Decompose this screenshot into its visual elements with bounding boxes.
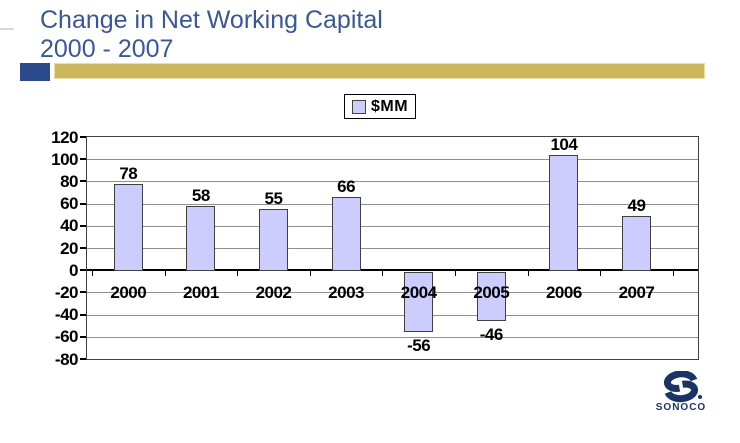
bar-value-label: 55 xyxy=(264,189,283,209)
title-divider-gold-bar xyxy=(54,63,705,79)
y-axis-label: 60 xyxy=(60,194,78,214)
legend-swatch xyxy=(351,99,366,114)
x-axis-tick xyxy=(164,271,166,277)
y-axis-label: -20 xyxy=(54,282,79,302)
gridline xyxy=(87,225,698,227)
y-axis-tick xyxy=(80,335,86,338)
y-axis-tick xyxy=(80,180,86,183)
gridline xyxy=(87,181,698,183)
bar-value-label: -56 xyxy=(407,336,431,356)
sonoco-logo-text: SONOCO xyxy=(655,402,707,413)
x-axis-tick xyxy=(237,271,239,277)
y-axis-tick xyxy=(80,291,86,294)
x-axis-label: 2006 xyxy=(545,283,582,303)
title-line1: Change in Net Working Capital xyxy=(40,6,383,34)
x-axis-label: 2005 xyxy=(473,283,510,303)
y-axis-label: 20 xyxy=(60,238,78,258)
slide-title: Change in Net Working Capital 2000 - 2007 xyxy=(40,6,383,64)
bar-value-label: 78 xyxy=(119,163,138,183)
y-axis-tick xyxy=(80,136,86,138)
bar-2007 xyxy=(622,215,651,272)
title-divider-blue-square xyxy=(20,63,50,81)
x-axis-tick xyxy=(527,271,529,277)
x-axis-tick xyxy=(455,271,456,277)
y-axis-tick xyxy=(80,358,86,360)
x-axis-tick xyxy=(672,271,674,277)
bar-2004 xyxy=(404,272,434,333)
y-axis-label: 120 xyxy=(51,127,78,147)
legend-label: $MM xyxy=(370,97,409,115)
bar-value-label: -46 xyxy=(479,325,504,345)
gridline xyxy=(87,159,698,161)
x-axis-tick xyxy=(309,271,311,277)
y-axis-label: 0 xyxy=(69,260,78,280)
y-axis-label: 100 xyxy=(51,149,78,169)
y-axis-label: 80 xyxy=(60,171,78,191)
bar-2002 xyxy=(259,209,288,272)
x-axis-tick xyxy=(600,271,602,277)
y-axis-tick xyxy=(80,202,86,205)
gridline xyxy=(87,203,698,205)
plot-area xyxy=(86,136,699,360)
y-axis-tick xyxy=(80,269,86,272)
x-axis-label: 2007 xyxy=(618,283,655,303)
x-axis-label: 2003 xyxy=(328,283,364,303)
bar-value-label: 66 xyxy=(337,176,356,196)
sonoco-logo: SONOCO xyxy=(654,371,708,413)
x-axis-label: 2001 xyxy=(182,283,219,303)
bar-value-label: 58 xyxy=(191,185,210,205)
bar-2005 xyxy=(476,272,506,322)
y-axis-label: 40 xyxy=(60,216,78,236)
x-axis-tick xyxy=(382,271,384,277)
gridline xyxy=(87,336,698,338)
y-axis-tick xyxy=(80,224,86,227)
x-axis-label: 2002 xyxy=(255,283,292,303)
x-axis-label: 2000 xyxy=(110,283,147,303)
gridline xyxy=(87,292,698,294)
template-accent-line xyxy=(0,28,14,30)
bar-2006 xyxy=(549,154,579,272)
gridline xyxy=(87,314,698,316)
y-axis-label: -40 xyxy=(54,305,79,325)
y-axis-label: -60 xyxy=(54,327,79,347)
y-axis-tick xyxy=(80,247,86,249)
chart-legend: $MM xyxy=(344,94,416,119)
x-axis-label: 2004 xyxy=(400,283,437,303)
title-line2: 2000 - 2007 xyxy=(40,35,174,63)
zero-axis-line xyxy=(87,269,698,272)
bar-2000 xyxy=(113,183,143,272)
bar-value-label: 49 xyxy=(627,195,646,215)
bar-value-label: 104 xyxy=(550,134,578,154)
bar-2003 xyxy=(331,196,361,272)
y-axis-tick xyxy=(80,313,86,316)
gridline xyxy=(87,248,698,249)
bar-2001 xyxy=(186,205,216,272)
sonoco-logo-mark xyxy=(663,371,702,403)
y-axis-label: -80 xyxy=(54,349,79,369)
y-axis-tick xyxy=(80,158,86,161)
x-axis-tick xyxy=(92,271,93,277)
